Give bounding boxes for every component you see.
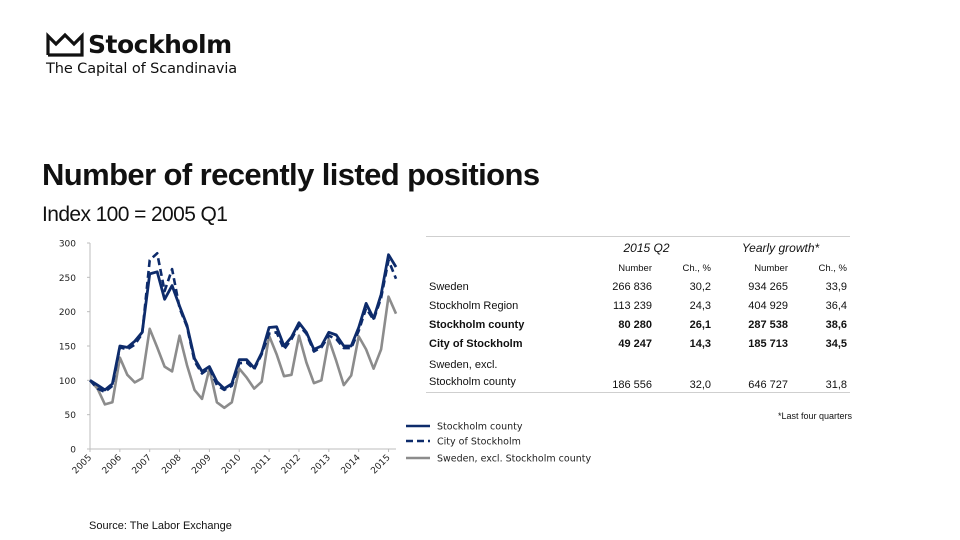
table-cell: 404 929	[748, 299, 788, 312]
brand-name: Stockholm	[88, 30, 232, 59]
table-cell: 31,8	[788, 353, 850, 393]
legend-label: City of Stockholm	[437, 437, 521, 448]
brand-tagline: The Capital of Scandinavia	[46, 61, 238, 77]
row-label-line1: Sweden, excl.	[429, 359, 498, 371]
row-label-line2: Stockholm county	[429, 376, 516, 388]
group-header-2015q2: 2015 Q2	[582, 236, 711, 259]
table-cell: 287 538	[748, 318, 788, 331]
row-label: Sweden	[429, 280, 469, 293]
table-cell: 185 713	[748, 337, 788, 350]
legend-label: Stockholm county	[437, 422, 523, 433]
x-tick-label: 2007	[131, 453, 154, 476]
table-cell: 80 280	[618, 318, 652, 331]
table-cell: 934 265	[748, 280, 788, 293]
series-line-city-of-stockholm	[89, 252, 398, 394]
x-tick-label: 2005	[71, 453, 94, 476]
table-cell: 38,6	[825, 318, 847, 331]
row-label: Stockholm Region	[429, 299, 519, 312]
x-tick-label: 2013	[310, 453, 333, 476]
x-tick-label: 2009	[190, 453, 213, 476]
table-row: Sweden 266 836 30,2 934 265 33,9	[426, 277, 850, 296]
y-tick-label: 50	[65, 411, 77, 421]
page-title: Number of recently listed positions	[42, 157, 540, 192]
table-cell: 49 247	[618, 337, 652, 350]
table-footnote: *Last four quarters	[778, 411, 853, 421]
series-line-sweden-excl-stockholm	[89, 295, 398, 410]
y-tick-label: 100	[59, 377, 76, 387]
y-tick-label: 150	[59, 343, 76, 353]
table-cell: 14,3	[689, 337, 711, 350]
row-label: Stockholm county	[429, 318, 525, 331]
row-label: Sweden, excl. Stockholm county	[426, 353, 582, 393]
x-tick-label: 2008	[160, 453, 183, 476]
row-label: City of Stockholm	[429, 337, 523, 350]
col-header: Number	[754, 262, 788, 274]
table-cell: 186 556	[582, 353, 652, 393]
x-tick-label: 2006	[101, 453, 124, 476]
table-cell: 32,0	[652, 353, 711, 393]
source-note: Source: The Labor Exchange	[89, 520, 232, 532]
brand-logo: Stockholm The Capital of Scandinavia	[46, 30, 237, 77]
x-tick-label: 2014	[340, 453, 363, 476]
table-cell: 113 239	[613, 299, 652, 312]
crown-icon	[46, 31, 84, 57]
group-header-yearly-growth: Yearly growth*	[711, 236, 850, 259]
table-cell: 24,3	[689, 299, 711, 312]
y-tick-label: 300	[59, 240, 76, 250]
statistics-table: 2015 Q2 Yearly growth* Number Ch., % Num…	[426, 236, 850, 393]
col-header: Number	[618, 262, 652, 274]
legend-label: Sweden, excl. Stockholm county	[437, 454, 591, 465]
x-tick-label: 2015	[369, 453, 392, 476]
x-tick-label: 2011	[250, 453, 273, 476]
col-header: Ch., %	[682, 262, 711, 274]
table-row: Stockholm Region 113 239 24,3 404 929 36…	[426, 296, 850, 315]
table-cell: 30,2	[689, 280, 711, 293]
x-tick-label: 2012	[280, 453, 303, 476]
y-tick-label: 200	[59, 308, 76, 318]
table-cell: 26,1	[689, 318, 711, 331]
col-header: Ch., %	[818, 262, 847, 274]
table-cell: 36,4	[825, 299, 847, 312]
series-line-stockholm-county	[89, 253, 398, 392]
y-tick-label: 0	[70, 446, 76, 456]
table-cell: 266 836	[612, 280, 652, 293]
table-row: Sweden, excl. Stockholm county 186 556 3…	[426, 353, 850, 393]
table-cell: 34,5	[825, 337, 847, 350]
table-cell: 33,9	[825, 280, 847, 293]
table-row: Stockholm county 80 280 26,1 287 538 38,…	[426, 315, 850, 334]
x-tick-label: 2010	[220, 453, 243, 476]
page-subtitle: Index 100 = 2005 Q1	[42, 203, 228, 226]
table-cell: 646 727	[711, 353, 788, 393]
y-tick-label: 250	[59, 274, 76, 284]
table-row: City of Stockholm 49 247 14,3 185 713 34…	[426, 334, 850, 353]
